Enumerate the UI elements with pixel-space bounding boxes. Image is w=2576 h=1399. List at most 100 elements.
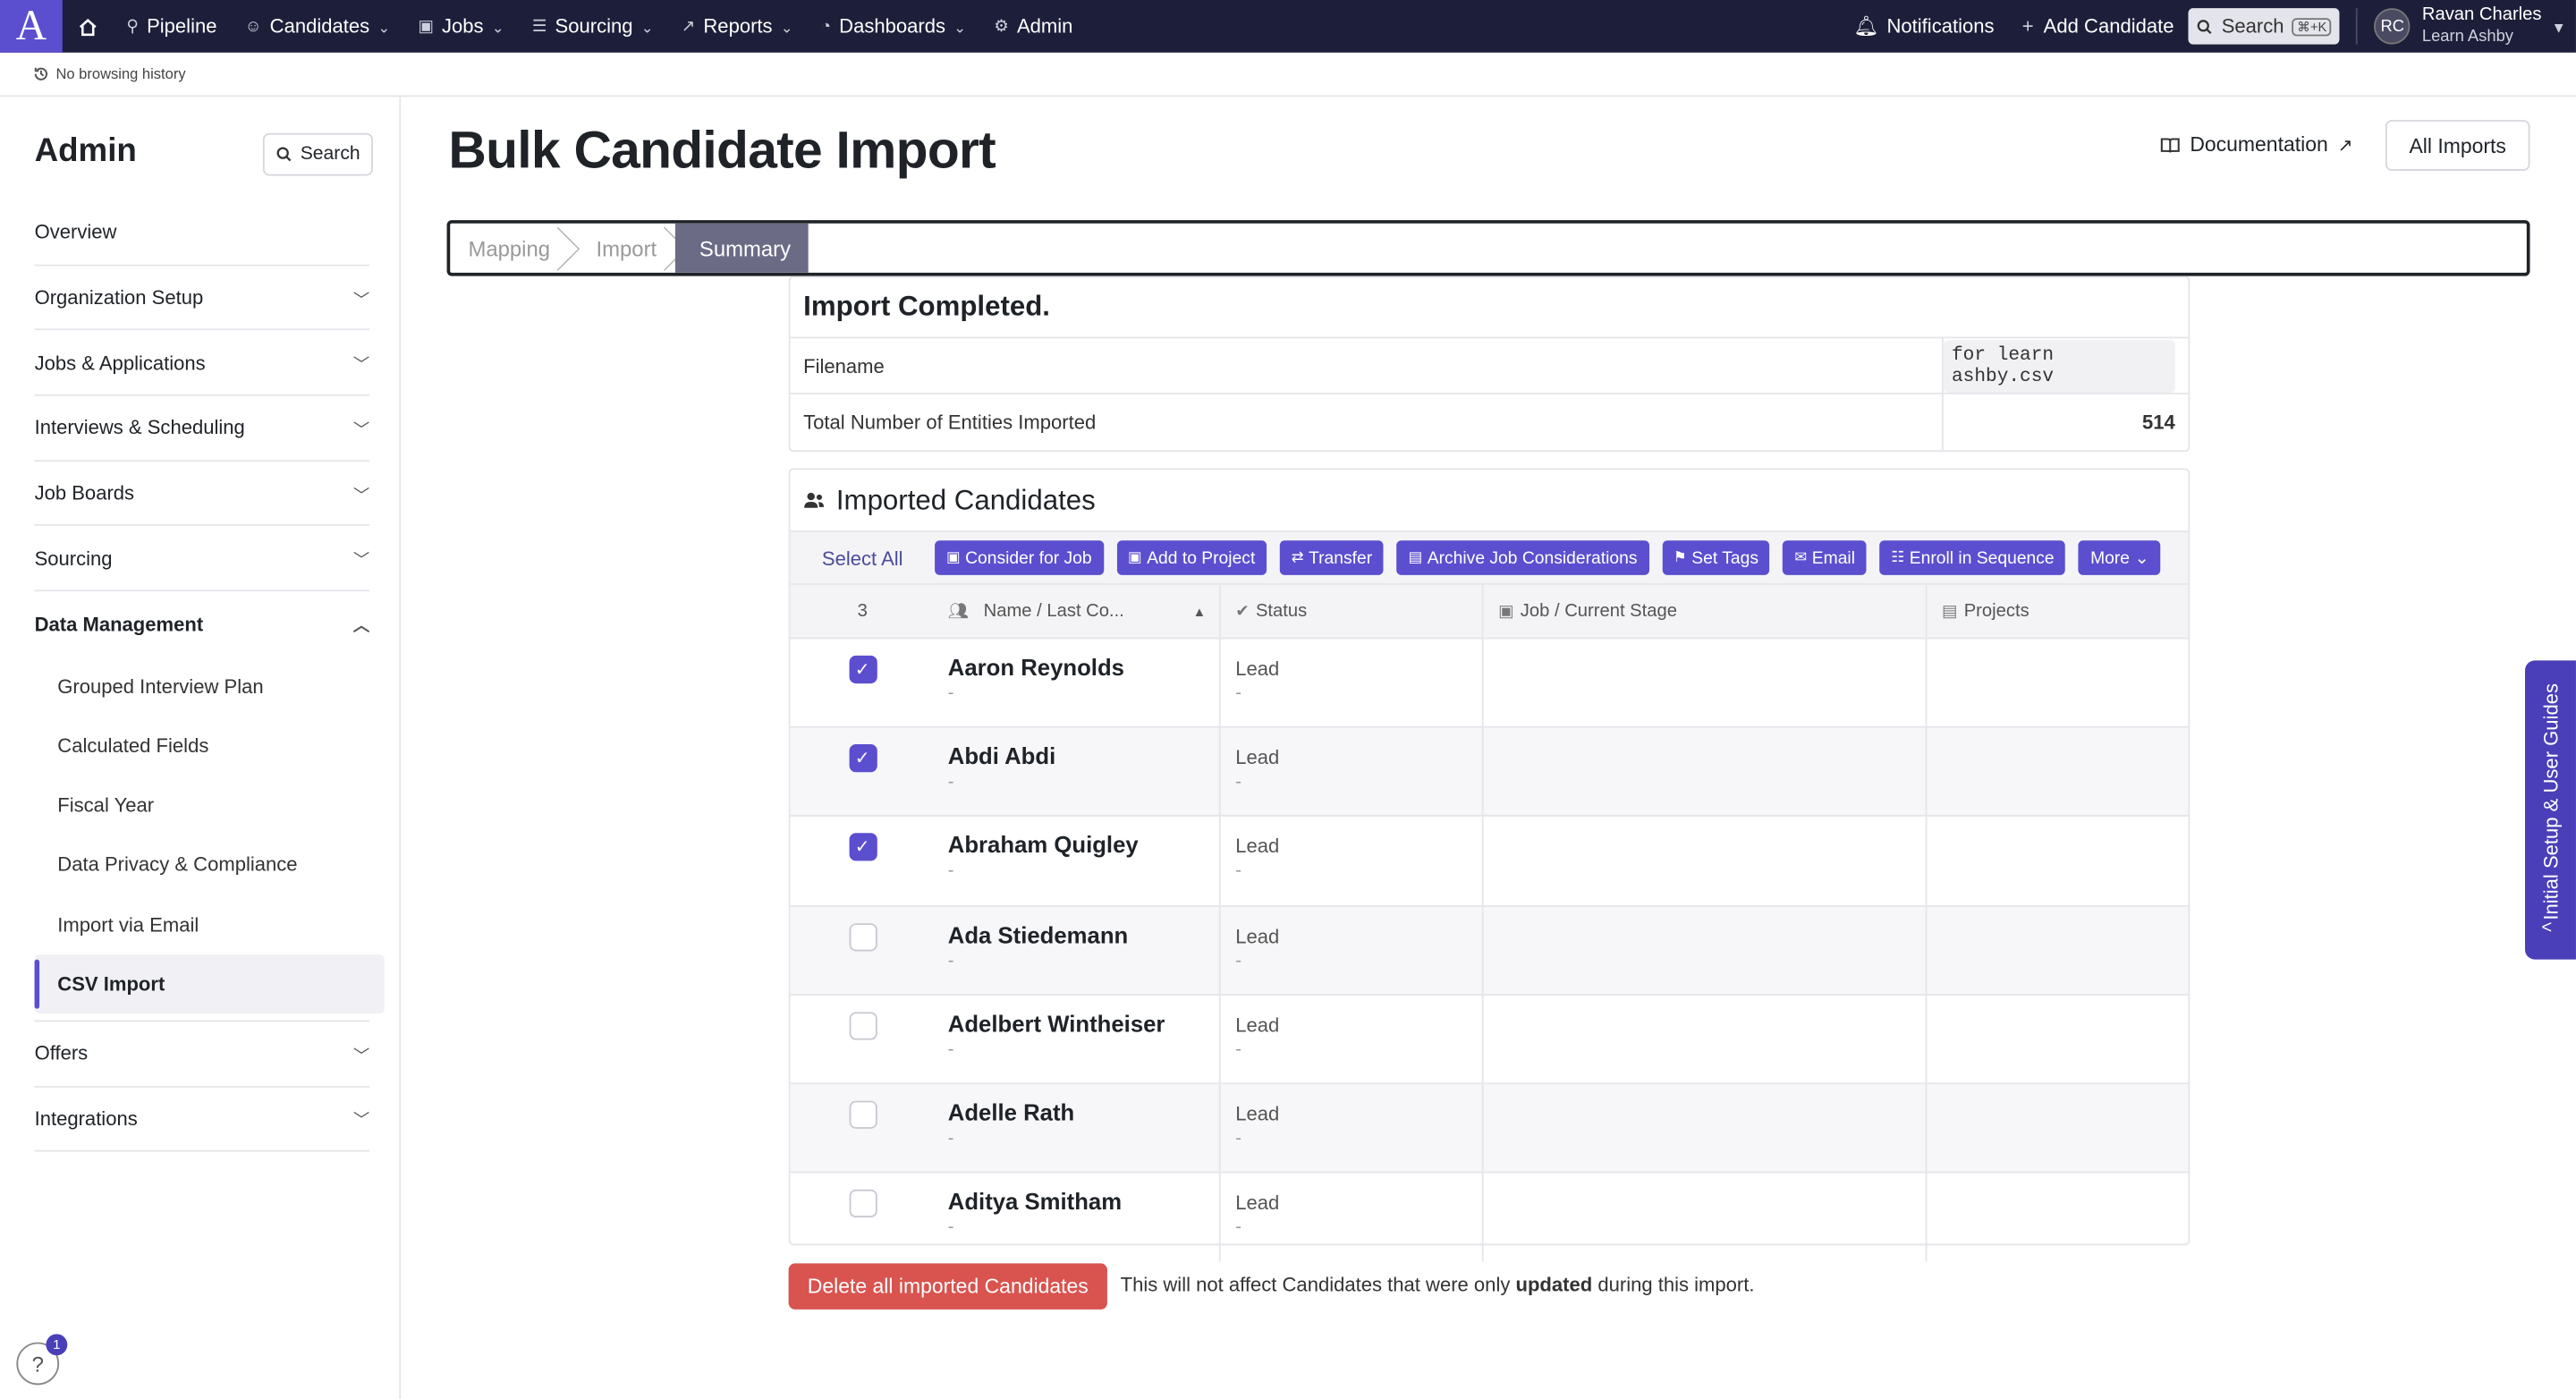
candidate-name[interactable]: Adelbert Wintheiser (947, 1010, 1165, 1037)
table-row[interactable]: Adelbert Wintheiser - Lead - (790, 995, 2189, 1085)
sidebar-item-integrations[interactable]: Integrations ﹀ (34, 1087, 369, 1153)
candidate-name[interactable]: Adelle Rath (947, 1098, 1075, 1126)
status-detail: - (1235, 950, 1241, 971)
divider (2356, 8, 2359, 45)
import-summary-panel: Import Completed. Filename for learn ash… (788, 276, 2190, 453)
home-icon[interactable] (77, 15, 98, 37)
column-projects[interactable]: ▤ Projects (1925, 584, 2189, 638)
action-consider-for-job-button[interactable]: ▣ Consider for Job (935, 540, 1104, 575)
status-cell: Lead - (1218, 995, 1482, 1083)
nav-sourcing[interactable]: ☰ Sourcing ⌄ (532, 15, 654, 38)
candidate-last-company: - (947, 950, 954, 971)
admin-sidebar: Admin Search Overview Organization Setup… (0, 97, 402, 1399)
column-name[interactable]: 👥︎ Name / Last Co... ▲ (947, 601, 1207, 622)
setup-guides-tab[interactable]: Initial Setup & User Guides < (2525, 660, 2576, 960)
row-checkbox[interactable]: ✓ (848, 744, 877, 773)
avatar[interactable]: RC (2374, 8, 2411, 45)
import-steps: Mapping Import Summary (446, 220, 2530, 276)
action-enroll-in-sequence-button[interactable]: ☷ Enroll in Sequence (1879, 540, 2066, 575)
select-all-button[interactable]: Select All (821, 546, 903, 570)
candidate-name[interactable]: Aaron Reynolds (947, 654, 1124, 681)
chevron-down-icon[interactable]: ▼ (2551, 20, 2566, 37)
status-detail: - (1235, 1128, 1241, 1149)
row-checkbox[interactable] (848, 1100, 877, 1129)
sidebar-item-sourcing[interactable]: Sourcing ﹀ (34, 527, 369, 592)
all-imports-button[interactable]: All Imports (2385, 120, 2530, 172)
sidebar-item-offers[interactable]: Offers ﹀ (34, 1022, 369, 1088)
action-add-to-project-button[interactable]: ▣ Add to Project (1116, 540, 1267, 575)
step-import[interactable]: Import (568, 224, 674, 273)
delete-imported-button[interactable]: Delete all imported Candidates (788, 1263, 1107, 1310)
action-email-button[interactable]: ✉ Email (1783, 540, 1867, 575)
sidebar-item-csv-import[interactable]: CSV Import (34, 954, 385, 1014)
top-nav: A ⚲ Pipeline ☺ Candidates ⌄ ▣ Jobs ⌄ ☰ Sourcing ⌄ ↗… (0, 0, 2576, 53)
question-icon: ? (31, 1351, 44, 1377)
row-checkbox[interactable]: ✓ (848, 655, 877, 684)
add-candidate-button[interactable]: + Add Candidate (2021, 14, 2174, 38)
candidate-name[interactable]: Abraham Quigley (947, 832, 1139, 859)
table-row[interactable]: ✓ Abraham Quigley - Lead - (790, 817, 2189, 907)
status-detail: - (1235, 683, 1241, 704)
sidebar-item-organization-setup[interactable]: Organization Setup ﹀ (34, 266, 369, 331)
row-checkbox[interactable] (848, 1190, 877, 1218)
job-stage-cell (1481, 639, 1926, 727)
step-summary[interactable]: Summary (674, 223, 809, 273)
users-icon: ☺ (244, 17, 262, 36)
sidebar-search-button[interactable]: Search (262, 132, 373, 176)
column-job-stage[interactable]: ▣ Job / Current Stage (1481, 584, 1926, 638)
projects-cell (1925, 728, 2189, 816)
row-checkbox[interactable] (848, 1011, 877, 1040)
global-search[interactable]: Search ⌘+K (2189, 8, 2341, 45)
action-set-tags-button[interactable]: ⚑ Set Tags (1662, 540, 1770, 575)
sidebar-item-jobs-applications[interactable]: Jobs & Applications ﹀ (34, 331, 369, 396)
chevron-down-icon: ⌄ (491, 19, 504, 36)
action-label: Consider for Job (965, 547, 1092, 568)
sequence-icon: ☷ (1891, 548, 1905, 565)
sidebar-item-job-boards[interactable]: Job Boards ﹀ (34, 462, 369, 527)
sidebar-item-fiscal-year[interactable]: Fiscal Year (57, 793, 155, 818)
candidate-name[interactable]: Abdi Abdi (947, 742, 1056, 769)
sidebar-item-overview[interactable]: Overview (34, 200, 370, 266)
notifications-button[interactable]: 🔔︎ Notifications (1853, 14, 1995, 38)
chevron-left-icon: < (2541, 918, 2553, 938)
table-row[interactable]: Aditya Smitham - Lead - (790, 1173, 2188, 1263)
table-row[interactable]: ✓ Aaron Reynolds - Lead - (790, 639, 2189, 729)
nav-dashboards[interactable]: ◔ Dashboards ⌄ (821, 15, 966, 38)
action-label: Archive Job Considerations (1427, 547, 1638, 568)
chevron-down-icon: ⌄ (953, 19, 967, 36)
sidebar-item-data-management[interactable]: Data Management ︿ (34, 613, 370, 637)
user-menu[interactable]: Ravan Charles Learn Ashby (2422, 5, 2542, 48)
row-checkbox[interactable] (848, 922, 877, 951)
nav-candidates[interactable]: ☺ Candidates ⌄ (245, 15, 391, 38)
action-transfer-button[interactable]: ⇄ Transfer (1279, 540, 1385, 575)
action-archive-job-considerations-button[interactable]: ▤ Archive Job Considerations (1396, 540, 1649, 575)
candidate-name[interactable]: Ada Stiedemann (947, 920, 1129, 947)
sidebar-item-import-via-email[interactable]: Import via Email (57, 912, 199, 937)
sidebar-item-grouped-interview-plan[interactable]: Grouped Interview Plan (57, 674, 264, 699)
row-checkbox[interactable]: ✓ (848, 833, 877, 862)
action-more-button[interactable]: More ⌄ (2079, 540, 2161, 575)
help-button[interactable]: ? 1 (16, 1334, 68, 1386)
nav-admin[interactable]: ⚙ Admin (994, 15, 1072, 38)
table-row[interactable]: Adelle Rath - Lead - (790, 1084, 2189, 1174)
table-row[interactable]: ✓ Abdi Abdi - Lead - (790, 728, 2189, 818)
candidate-cell: Aaron Reynolds - (935, 639, 1219, 726)
job-stage-cell (1481, 906, 1926, 994)
candidate-name[interactable]: Aditya Smitham (947, 1188, 1123, 1215)
sidebar-item-interviews-scheduling[interactable]: Interviews & Scheduling ﹀ (34, 396, 369, 462)
sidebar-item-label: Offers (34, 1041, 89, 1065)
nav-reports[interactable]: ↗ Reports ⌄ (682, 15, 793, 38)
documentation-link[interactable]: Documentation ↗ (2160, 133, 2353, 156)
projects-cell (1925, 906, 2189, 994)
sidebar-item-data-privacy-compliance[interactable]: Data Privacy & Compliance (57, 853, 298, 877)
nav-jobs[interactable]: ▣ Jobs ⌄ (418, 15, 504, 38)
table-row[interactable]: Ada Stiedemann - Lead - (790, 906, 2189, 996)
candidate-status: Lead (1235, 1013, 1280, 1037)
filename-label: Filename (803, 353, 885, 377)
ashby-logo[interactable]: A (0, 0, 63, 53)
column-status[interactable]: ✔︎ Status (1218, 584, 1482, 638)
nav-pipeline[interactable]: ⚲ Pipeline (126, 15, 216, 38)
step-mapping[interactable]: Mapping (450, 224, 568, 273)
projects-cell (1925, 817, 2189, 905)
sidebar-item-calculated-fields[interactable]: Calculated Fields (57, 734, 209, 758)
